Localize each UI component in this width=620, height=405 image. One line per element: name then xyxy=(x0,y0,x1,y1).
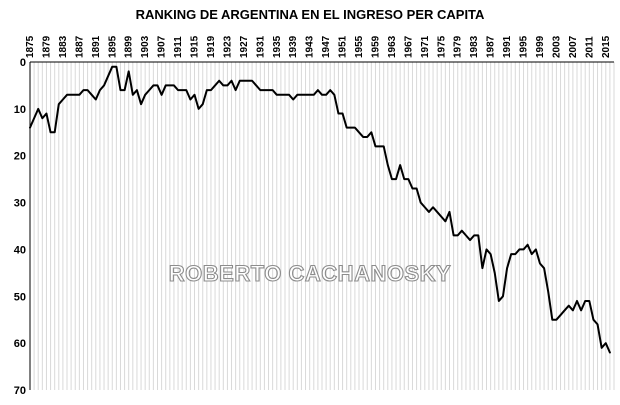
x-tick-label: 1923 xyxy=(222,35,233,58)
x-tick-label: 1931 xyxy=(255,35,266,58)
x-tick-label: 1939 xyxy=(288,35,299,58)
x-tick-label: 1987 xyxy=(486,35,497,58)
y-tick-label: 70 xyxy=(14,385,26,397)
y-tick-label: 10 xyxy=(14,104,26,116)
x-tick-label: 1971 xyxy=(420,35,431,58)
y-tick-label: 30 xyxy=(14,198,26,210)
y-tick-label: 0 xyxy=(20,57,26,69)
x-tick-label: 1915 xyxy=(190,35,201,58)
x-tick-label: 1887 xyxy=(74,35,85,58)
x-tick-label: 1967 xyxy=(403,35,414,58)
x-tick-label: 1979 xyxy=(453,35,464,58)
x-tick-label: 1907 xyxy=(157,35,168,58)
y-tick-label: 40 xyxy=(14,244,26,256)
x-tick-label: 1919 xyxy=(206,35,217,58)
y-axis-tick-labels: 0 10 20 30 40 50 60 70 xyxy=(14,57,26,397)
x-tick-label: 1943 xyxy=(305,35,316,58)
x-tick-label: 1959 xyxy=(370,35,381,58)
x-tick-label: 2003 xyxy=(551,35,562,58)
x-tick-label: 1955 xyxy=(354,35,365,58)
axes xyxy=(29,61,614,390)
x-tick-label: 1903 xyxy=(140,35,151,58)
chart-title: RANKING DE ARGENTINA EN EL INGRESO PER C… xyxy=(136,7,485,22)
watermark-text: ROBERTO CACHANOSKY xyxy=(169,261,451,286)
x-tick-label: 1875 xyxy=(25,35,36,58)
x-tick-label: 1895 xyxy=(107,35,118,58)
x-tick-label: 1995 xyxy=(519,35,530,58)
x-tick-label: 1963 xyxy=(387,35,398,58)
x-tick-label: 1927 xyxy=(239,35,250,58)
x-tick-label: 1975 xyxy=(436,35,447,58)
x-tick-label: 1935 xyxy=(272,35,283,58)
x-tick-label: 1911 xyxy=(173,36,184,58)
x-tick-label: 1951 xyxy=(338,35,349,58)
x-tick-label: 2011 xyxy=(584,36,595,58)
x-tick-label: 1991 xyxy=(502,35,513,58)
x-tick-label: 2007 xyxy=(568,35,579,58)
series-layer xyxy=(29,65,611,354)
y-tick-label: 60 xyxy=(14,338,26,350)
x-tick-label: 1983 xyxy=(469,35,480,58)
x-tick-label: 2015 xyxy=(601,35,612,58)
x-tick-label: 1891 xyxy=(91,35,102,58)
y-tick-label: 20 xyxy=(14,151,26,163)
x-tick-label: 1879 xyxy=(41,35,52,58)
x-axis-tick-labels: 1875 1879 1883 1887 1891 1895 1899 1903 1907 1911… xyxy=(25,35,612,58)
x-tick-label: 1999 xyxy=(535,35,546,58)
series-line xyxy=(29,65,611,354)
x-tick-label: 1899 xyxy=(124,35,135,58)
y-tick-label: 50 xyxy=(14,291,26,303)
vertical-gridlines xyxy=(29,62,615,390)
x-tick-label: 1883 xyxy=(58,35,69,58)
x-tick-label: 1947 xyxy=(321,35,332,58)
